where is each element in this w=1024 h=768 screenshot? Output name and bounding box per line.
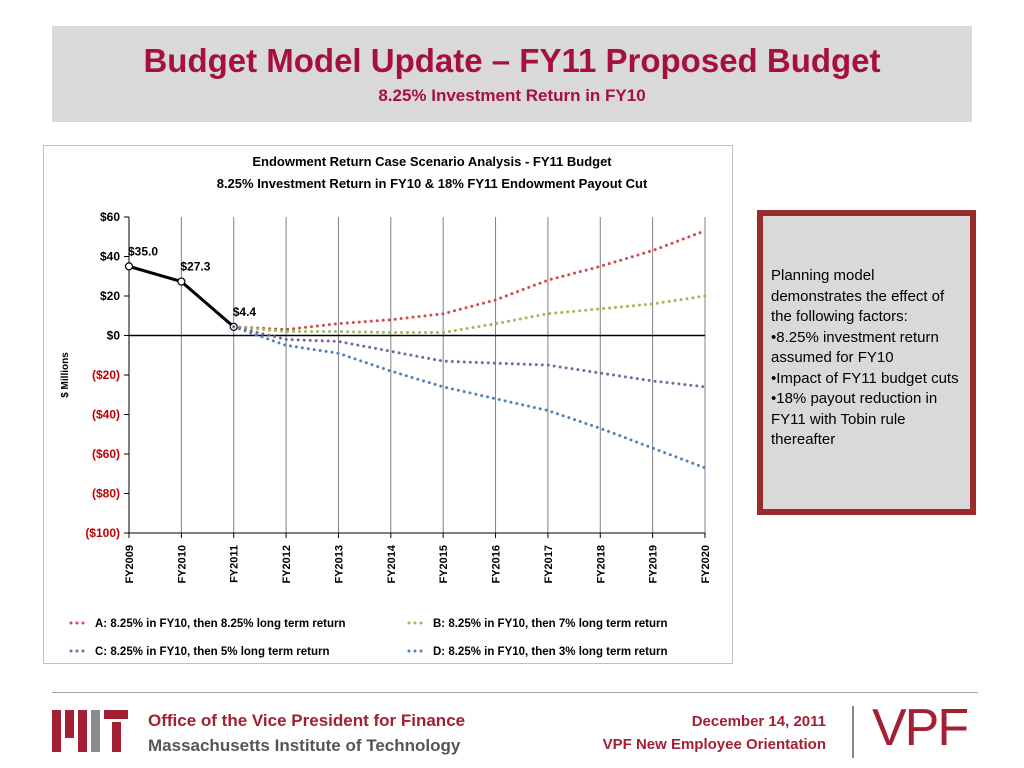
footer-event: VPF New Employee Orientation xyxy=(602,736,826,753)
y-tick-label: ($80) xyxy=(92,487,120,501)
side-line: •8.25% investment return assumed for FY1… xyxy=(771,328,939,367)
legend-label: D: 8.25% in FY10, then 3% long term retu… xyxy=(433,646,668,658)
data-label: $4.4 xyxy=(233,305,257,319)
data-label: $27.3 xyxy=(180,260,210,274)
y-tick-label: $40 xyxy=(100,250,120,264)
x-tick-label: FY2016 xyxy=(491,545,503,584)
point xyxy=(124,262,134,271)
point xyxy=(177,277,186,286)
series-line xyxy=(232,294,707,335)
mit-logo xyxy=(52,710,128,752)
slide-title: Budget Model Update – FY11 Proposed Budg… xyxy=(143,42,881,79)
x-tick-label: FY2010 xyxy=(176,545,188,584)
y-tick-label: $0 xyxy=(107,329,121,343)
side-box: Planning model demonstrates the effect o… xyxy=(757,210,976,515)
legend-label: B: 8.25% in FY10, then 7% long term retu… xyxy=(433,618,668,630)
series-line xyxy=(232,325,707,389)
chart-subtitle: 8.25% Investment Return in FY10 & 18% FY… xyxy=(217,176,648,191)
side-line: •Impact of FY11 budget cuts xyxy=(771,369,959,387)
x-tick-label: FY2015 xyxy=(438,545,450,584)
slide-subtitle: 8.25% Investment Return in FY10 xyxy=(378,86,646,105)
data-label: $35.0 xyxy=(128,244,158,258)
y-tick-label: ($40) xyxy=(92,408,120,422)
x-tick-label: FY2013 xyxy=(333,545,345,584)
side-line: Planning model demonstrates the effect o… xyxy=(771,267,945,325)
chart: Endowment Return Case Scenario Analysis … xyxy=(60,154,712,658)
series-line xyxy=(232,325,707,470)
side-text: Planning model demonstrates the effect o… xyxy=(771,266,964,451)
x-tick-label: FY2011 xyxy=(229,545,241,583)
y-tick-label: $60 xyxy=(100,210,120,224)
x-tick-label: FY2017 xyxy=(543,545,555,584)
footer-date: December 14, 2011 xyxy=(691,713,826,730)
x-tick-label: FY2014 xyxy=(386,544,398,583)
x-tick-label: FY2020 xyxy=(700,545,712,584)
y-tick-label: $20 xyxy=(100,289,120,303)
y-axis-label: $ Millions xyxy=(60,352,71,398)
side-line: •18% payout reduction in FY11 with Tobin… xyxy=(771,390,938,448)
footer-divider xyxy=(852,706,854,758)
vpf-logo: VPF xyxy=(872,699,969,757)
y-tick-label: ($100) xyxy=(85,526,120,540)
x-tick-label: FY2019 xyxy=(648,545,660,584)
chart-frame: Endowment Return Case Scenario Analysis … xyxy=(43,145,733,664)
series-line xyxy=(232,229,707,332)
y-tick-label: ($60) xyxy=(92,447,120,461)
x-tick-label: FY2009 xyxy=(124,545,136,584)
x-tick-label: FY2012 xyxy=(281,545,293,584)
y-tick-label: ($20) xyxy=(92,368,120,382)
legend-label: C: 8.25% in FY10, then 5% long term retu… xyxy=(95,646,330,658)
chart-title: Endowment Return Case Scenario Analysis … xyxy=(252,154,612,169)
legend-label: A: 8.25% in FY10, then 8.25% long term r… xyxy=(95,618,346,630)
footer-rule xyxy=(52,692,978,693)
x-tick-label: FY2018 xyxy=(595,545,607,584)
footer-institute: Massachusetts Institute of Technology xyxy=(148,736,461,755)
header: Budget Model Update – FY11 Proposed Budg… xyxy=(52,26,972,122)
footer-office: Office of the Vice President for Finance xyxy=(148,711,466,730)
